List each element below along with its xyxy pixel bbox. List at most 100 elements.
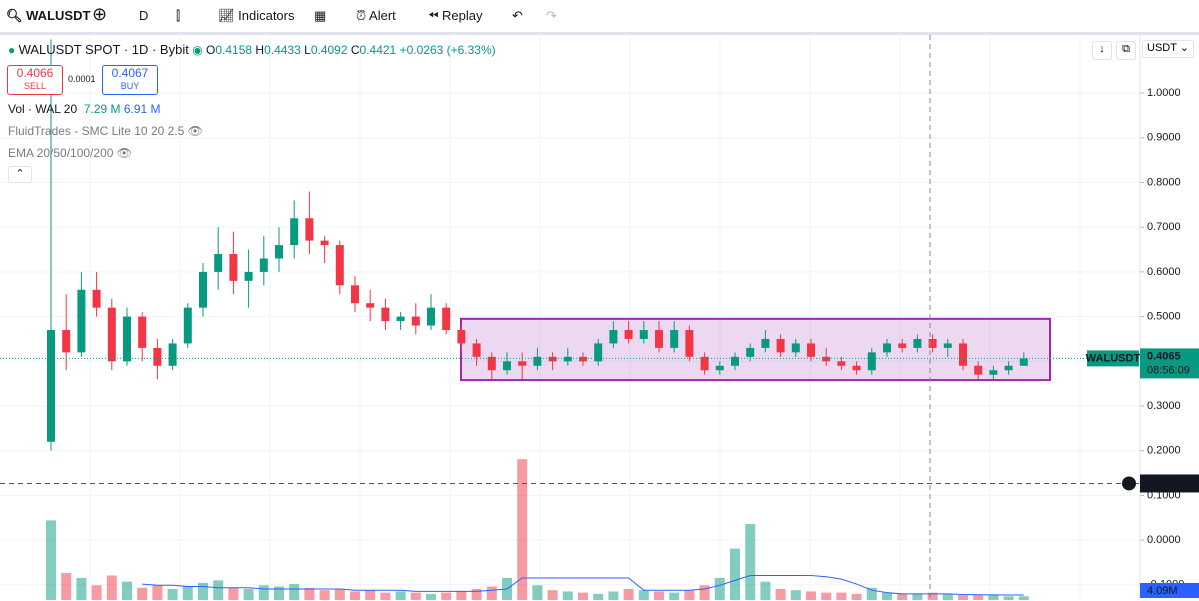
candle-body [533, 356, 542, 366]
candle-body [92, 289, 101, 308]
volume-bar [988, 595, 999, 600]
volume-bar [562, 591, 573, 600]
h-value: 0.4433 [264, 43, 301, 57]
volume-bar [1003, 596, 1014, 600]
candle-body [655, 330, 663, 348]
currency: USDT [1147, 42, 1177, 54]
volume-bar [714, 577, 725, 600]
candle-body [807, 343, 815, 357]
candle-body [199, 271, 207, 308]
volume-bar [547, 590, 558, 600]
indicators-button[interactable]: 📈︎ Indicators [218, 8, 295, 23]
candle-body [609, 330, 618, 344]
candle-body [700, 356, 709, 371]
crosshair-tag [1140, 474, 1199, 493]
candle-body [244, 271, 253, 281]
volume-bar [775, 588, 786, 600]
volume-bar [471, 588, 482, 600]
volume-bar [760, 581, 771, 600]
symbol-tag-label: WALUSDT [1086, 352, 1141, 364]
download[interactable]: ↓ [1092, 41, 1112, 60]
candle-body [168, 343, 177, 366]
change: +0.0263 (+6.33%) [399, 43, 496, 57]
symbol[interactable]: WALUSDT [26, 8, 91, 23]
candle-body [290, 218, 299, 246]
candle-body [411, 316, 420, 326]
candle-body [153, 347, 162, 366]
volume-bar [942, 593, 953, 600]
candle-body [47, 330, 55, 442]
undo[interactable]: ↶ [512, 8, 523, 23]
sell-label: SELL [23, 81, 47, 91]
candle-body [579, 356, 587, 362]
volume-bar [654, 591, 664, 600]
spread: 0.0001 [68, 74, 96, 84]
volume-bar [836, 592, 847, 600]
vol-title: Vol · WAL 20 [8, 102, 78, 116]
replay-button[interactable]: ⏪︎ Replay [428, 8, 483, 23]
c-label: C [350, 43, 360, 57]
indicator-1: FluidTrades - SMC Lite 10 20 2.5 👁︎ [8, 124, 203, 138]
symbol-search[interactable]: 🔍︎ WALUSDT [6, 8, 91, 23]
volume-legend: Vol · WAL 20 7.29 M 6.91 M [8, 102, 161, 116]
y-tick-label: 0.7000 [1147, 221, 1181, 233]
volume-bar [243, 588, 254, 600]
candle-body [594, 343, 603, 362]
volume-bar [593, 593, 604, 600]
candle-body [624, 330, 633, 339]
candle-body [959, 343, 967, 366]
layouts[interactable]: ▦ [314, 8, 327, 23]
h-label: H [255, 43, 265, 57]
price-tag [1140, 348, 1199, 379]
candle-body [670, 330, 679, 348]
candle-body [518, 361, 527, 366]
collapse-legend[interactable]: ⌃ [8, 166, 32, 183]
candle-body [457, 330, 466, 344]
buy-button[interactable]: 0.4067 BUY [102, 65, 158, 95]
volume-bar [46, 520, 56, 600]
o-label: O [206, 43, 216, 57]
volume-bar [122, 581, 132, 600]
volume-bar [486, 586, 497, 600]
redo[interactable]: ↷ [546, 8, 557, 23]
fullscreen[interactable]: ⧉ [1116, 41, 1136, 60]
candle-body [487, 356, 496, 371]
volume-bar [517, 459, 528, 600]
volume-bar [456, 591, 467, 600]
alert-button[interactable]: ⏰︎ Alert [356, 8, 396, 23]
candle-body [563, 356, 572, 362]
interval[interactable]: D [139, 8, 149, 23]
y-tick-label: 1.0000 [1147, 87, 1181, 99]
candle-body [259, 258, 268, 272]
candle-body [381, 307, 390, 322]
volume-bar [684, 590, 695, 600]
candle-body [77, 289, 86, 353]
candle-body [548, 356, 557, 362]
candle-body [685, 330, 694, 357]
candle-body [366, 303, 375, 308]
volume-bar [851, 593, 862, 600]
volume-bar [410, 592, 421, 600]
volume-ma-line [142, 575, 1024, 596]
chart-type[interactable]: ⫿ [176, 8, 181, 23]
y-tick-label: 0.0000 [1147, 534, 1181, 546]
volume-bar [137, 587, 148, 600]
sell-button[interactable]: 0.4066 SELL [7, 65, 63, 95]
volume-bar [973, 595, 984, 600]
candle-body [639, 330, 648, 339]
volume-bar [167, 588, 178, 600]
currency-select[interactable]: USDT ⌄ [1142, 40, 1194, 58]
volume-bar [882, 592, 892, 600]
candle-body [928, 338, 937, 348]
sell-price: 0.4066 [16, 66, 54, 80]
candle-body [320, 240, 329, 246]
add-symbol[interactable]: ⊕ [92, 4, 108, 24]
o-value: 0.4158 [215, 43, 253, 57]
volume-bar [608, 591, 619, 600]
volume-bar [638, 590, 649, 600]
countdown: 08:56:09 [1147, 364, 1190, 376]
price-tag-value: 0.4065 [1147, 350, 1181, 362]
alert-label: Alert [369, 8, 396, 23]
volume-bar [578, 592, 588, 600]
